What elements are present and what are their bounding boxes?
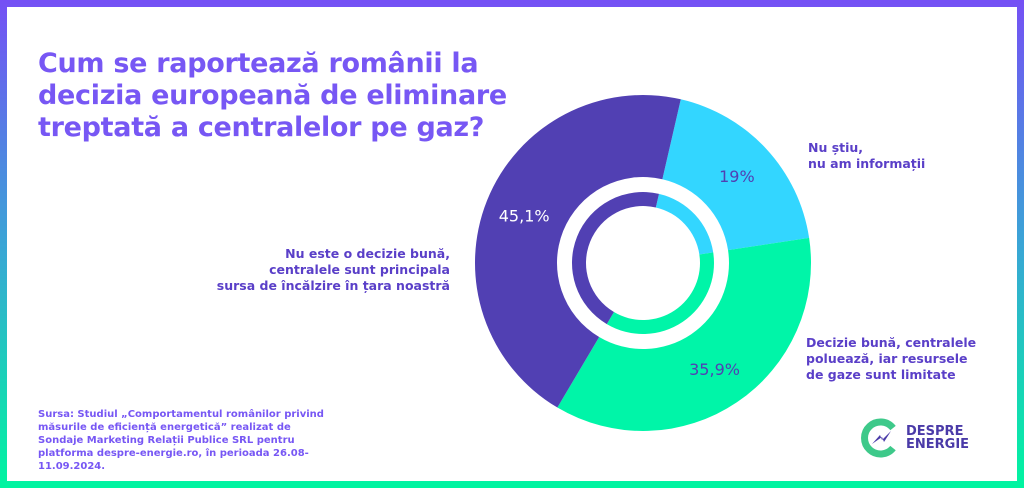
donut-slice-outer-1 — [557, 237, 812, 431]
data-label-0: 19% — [719, 167, 755, 186]
logo-text-1: DESPRE — [906, 424, 964, 439]
data-label-1: 35,9% — [689, 360, 740, 379]
source-note: Sursa: Studiul „Comportamentul românilor… — [38, 409, 324, 472]
donut-slice-inner-0 — [655, 193, 714, 255]
donut-slice-inner-1 — [606, 252, 714, 334]
donut-slice-inner-2 — [572, 192, 659, 325]
legend-label-decizie-buna: Decizie bună, centralele poluează, iar r… — [806, 335, 977, 382]
despre-energie-logo: DESPRE ENERGIE — [860, 418, 969, 458]
chart-title: Cum se raportează românii la decizia eur… — [38, 48, 507, 143]
legend-label-nu-stiu: Nu știu, nu am informații — [808, 140, 926, 171]
data-label-2: 45,1% — [499, 206, 550, 225]
logo-text-2: ENERGIE — [906, 437, 970, 452]
legend-label-nu-este-buna: Nu este o decizie bună, centralele sunt … — [216, 246, 450, 293]
donut-slice-outer-2 — [475, 95, 681, 408]
donut-slice-outer-0 — [662, 99, 810, 251]
logo-icon — [861, 418, 896, 458]
